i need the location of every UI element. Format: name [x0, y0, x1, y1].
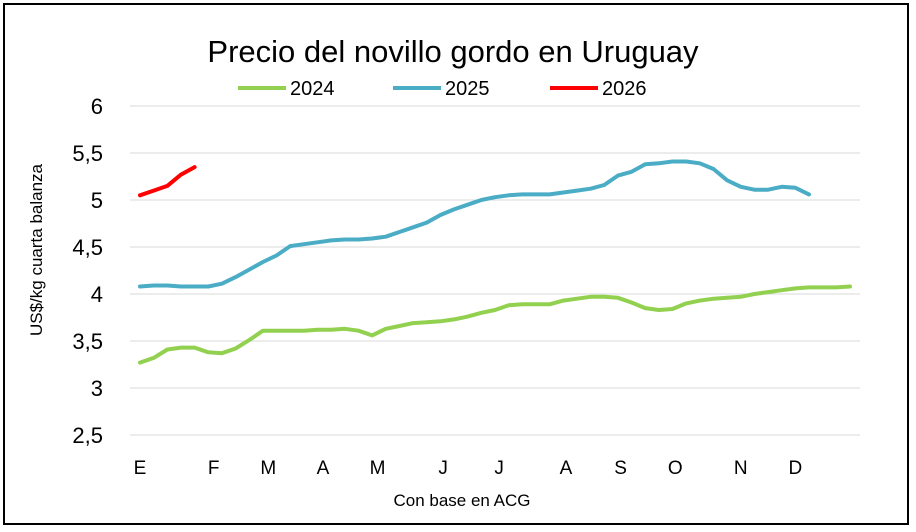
legend-item-2024: 2024	[238, 78, 335, 100]
gridlines	[130, 105, 860, 436]
x-tick-label: J	[438, 458, 448, 479]
y-axis-label: US$/kg cuarta balanza	[27, 163, 46, 336]
x-tick-label: E	[134, 458, 147, 479]
series-lines	[138, 159, 852, 365]
chart-frame	[3, 3, 909, 525]
legend-label-2026: 2026	[602, 78, 647, 100]
legend-item-2026: 2026	[550, 78, 647, 100]
chart-title: Precio del novillo gordo en Uruguay	[207, 34, 699, 69]
y-axis-ticks: 6 5,5 5 4,5 4 3,5 3 2,5	[72, 94, 103, 448]
x-tick-label: J	[494, 458, 504, 479]
x-tick-label: A	[317, 458, 330, 479]
series-line-2024	[138, 284, 852, 365]
legend-label-2025: 2025	[445, 78, 490, 100]
legend-label-2024: 2024	[290, 78, 335, 100]
y-tick-label: 6	[91, 94, 103, 119]
series-line-2025	[138, 159, 811, 289]
y-tick-label: 2,5	[72, 423, 103, 448]
x-tick-label: M	[260, 458, 276, 479]
y-tick-label: 5	[91, 188, 103, 213]
y-tick-label: 3	[91, 376, 103, 401]
legend: 2024 2025 2026	[238, 78, 647, 100]
x-tick-label: F	[208, 458, 220, 479]
x-tick-label: M	[370, 458, 386, 479]
y-tick-label: 4,5	[72, 235, 103, 260]
legend-item-2025: 2025	[393, 78, 490, 100]
x-axis-label: Con base en ACG	[393, 491, 530, 510]
x-tick-label: O	[668, 458, 683, 479]
x-tick-label: S	[614, 458, 627, 479]
y-tick-label: 3,5	[72, 329, 103, 354]
series-line-2026	[138, 165, 197, 198]
y-tick-label: 4	[91, 282, 103, 307]
x-tick-label: A	[560, 458, 573, 479]
y-tick-label: 5,5	[72, 141, 103, 166]
x-tick-label: N	[734, 458, 748, 479]
x-tick-label: D	[789, 458, 803, 479]
